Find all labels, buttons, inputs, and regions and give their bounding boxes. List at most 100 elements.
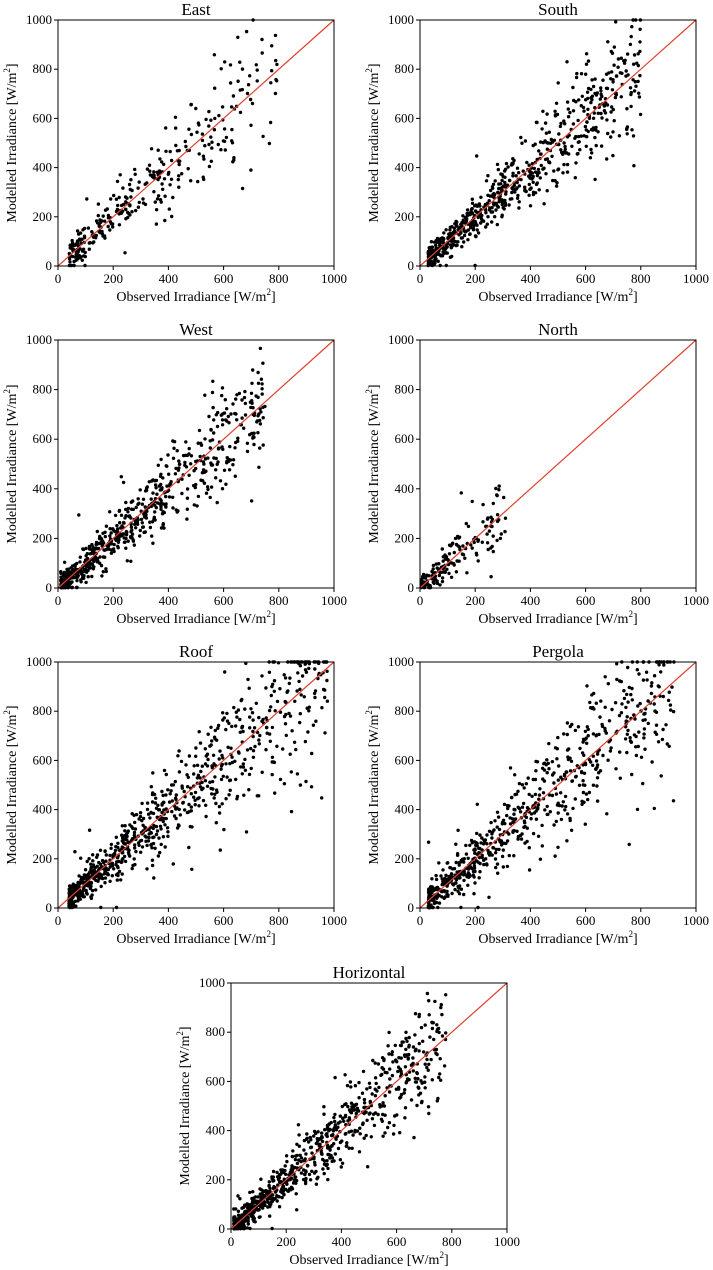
- data-point: [199, 478, 203, 482]
- data-point: [221, 718, 225, 722]
- data-point: [470, 866, 474, 871]
- data-point: [225, 711, 229, 716]
- data-point: [500, 854, 505, 859]
- data-point: [611, 153, 615, 158]
- data-point: [209, 743, 213, 747]
- data-point: [103, 208, 108, 212]
- data-point: [634, 734, 638, 739]
- data-point: [145, 843, 149, 848]
- data-point: [446, 236, 450, 240]
- data-point: [569, 828, 574, 832]
- data-point: [527, 868, 532, 872]
- reference-line-east: [57, 19, 335, 267]
- data-point: [268, 1189, 272, 1194]
- data-point: [552, 823, 556, 827]
- data-point: [272, 689, 276, 693]
- data-point: [417, 1049, 421, 1053]
- data-point: [282, 673, 286, 677]
- data-point: [184, 144, 188, 149]
- y-tick-label: 800: [33, 61, 53, 76]
- data-point: [423, 1086, 427, 1090]
- data-point: [562, 162, 566, 167]
- data-point: [207, 414, 211, 419]
- data-point: [353, 1130, 357, 1134]
- data-point: [230, 760, 235, 765]
- data-point: [556, 735, 560, 740]
- data-point: [240, 416, 244, 420]
- data-point: [70, 580, 74, 584]
- data-point: [283, 676, 288, 680]
- data-point: [269, 693, 273, 698]
- data-point: [79, 856, 83, 860]
- data-point: [660, 737, 665, 742]
- data-point: [247, 788, 251, 792]
- data-point: [164, 149, 168, 153]
- data-point: [503, 167, 508, 171]
- data-point: [467, 866, 471, 870]
- x-tick-label: 600: [576, 593, 596, 608]
- data-point: [596, 111, 600, 116]
- data-point: [516, 789, 520, 793]
- data-point: [284, 1154, 289, 1158]
- data-point: [91, 545, 95, 549]
- data-point: [580, 94, 584, 99]
- data-point: [639, 755, 644, 759]
- data-point: [502, 841, 506, 845]
- data-point: [510, 197, 514, 201]
- data-point: [267, 1183, 271, 1188]
- data-point: [116, 841, 120, 845]
- x-tick-label: 800: [442, 1234, 462, 1249]
- data-point: [121, 857, 125, 861]
- data-point: [193, 790, 198, 795]
- data-point: [499, 172, 503, 176]
- data-point: [603, 705, 607, 709]
- data-point: [570, 144, 574, 148]
- data-point: [134, 849, 138, 854]
- data-point: [215, 462, 219, 466]
- data-point: [288, 676, 292, 680]
- data-point: [253, 1220, 257, 1224]
- data-point: [592, 707, 596, 711]
- data-point: [103, 530, 107, 534]
- data-point: [342, 1119, 346, 1124]
- data-point: [453, 887, 457, 892]
- data-point: [462, 240, 466, 244]
- data-point: [177, 185, 181, 189]
- data-point: [556, 778, 560, 782]
- data-point: [632, 62, 636, 66]
- data-point: [133, 862, 137, 867]
- data-point: [472, 861, 476, 865]
- data-point: [168, 792, 172, 796]
- data-point: [522, 786, 526, 790]
- data-point: [618, 776, 622, 780]
- x-tick-label: 200: [103, 593, 123, 608]
- data-point: [357, 1080, 361, 1085]
- points-west: [59, 346, 267, 590]
- data-point: [535, 120, 539, 125]
- data-point: [340, 1104, 344, 1109]
- data-point: [506, 806, 510, 811]
- points-south: [426, 18, 643, 268]
- data-point: [303, 1172, 307, 1177]
- data-point: [76, 574, 80, 578]
- data-point: [474, 234, 478, 239]
- x-axis-label-north: Observed Irradiance [W/m2]: [478, 609, 637, 627]
- data-point: [591, 732, 596, 736]
- data-point: [248, 726, 252, 730]
- chart-title-west: West: [179, 320, 213, 339]
- data-point: [528, 204, 533, 208]
- data-point: [83, 250, 87, 255]
- y-tick-label: 0: [408, 900, 415, 915]
- data-point: [218, 479, 223, 483]
- x-axis-label-roof: Observed Irradiance [W/m2]: [116, 929, 275, 947]
- data-point: [150, 858, 155, 862]
- data-point: [326, 1166, 330, 1171]
- data-point: [371, 1058, 375, 1063]
- data-point: [440, 579, 445, 584]
- data-point: [151, 478, 155, 482]
- data-point: [213, 116, 217, 121]
- data-point: [571, 122, 576, 126]
- data-point: [480, 855, 484, 860]
- data-point: [90, 871, 95, 876]
- data-point: [636, 744, 640, 749]
